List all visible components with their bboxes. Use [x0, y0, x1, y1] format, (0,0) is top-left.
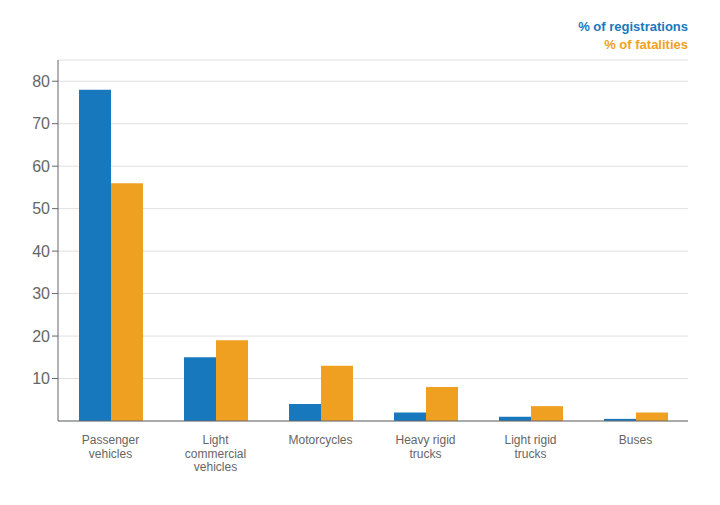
svg-text:Motorcycles: Motorcycles	[288, 433, 352, 447]
html-text:% of fatalities: % of fatalities	[604, 37, 688, 52]
svg-text:50: 50	[32, 200, 50, 217]
svg-text:20: 20	[32, 328, 50, 345]
html-text:% of registrations: % of registrations	[578, 19, 688, 34]
svg-text:60: 60	[32, 158, 50, 175]
svg-text:Buses: Buses	[619, 433, 652, 447]
svg-text:80: 80	[32, 73, 50, 90]
svg-text:30: 30	[32, 285, 50, 302]
svg-text:Lightcommercialvehicles: Lightcommercialvehicles	[185, 433, 246, 475]
svg-text:Passengervehicles: Passengervehicles	[82, 433, 139, 461]
svg-text:40: 40	[32, 243, 50, 260]
svg-text:70: 70	[32, 115, 50, 132]
svg-text:Light rigidtrucks: Light rigidtrucks	[504, 433, 556, 461]
svg-text:10: 10	[32, 370, 50, 387]
svg-text:Heavy rigidtrucks: Heavy rigidtrucks	[395, 433, 455, 461]
